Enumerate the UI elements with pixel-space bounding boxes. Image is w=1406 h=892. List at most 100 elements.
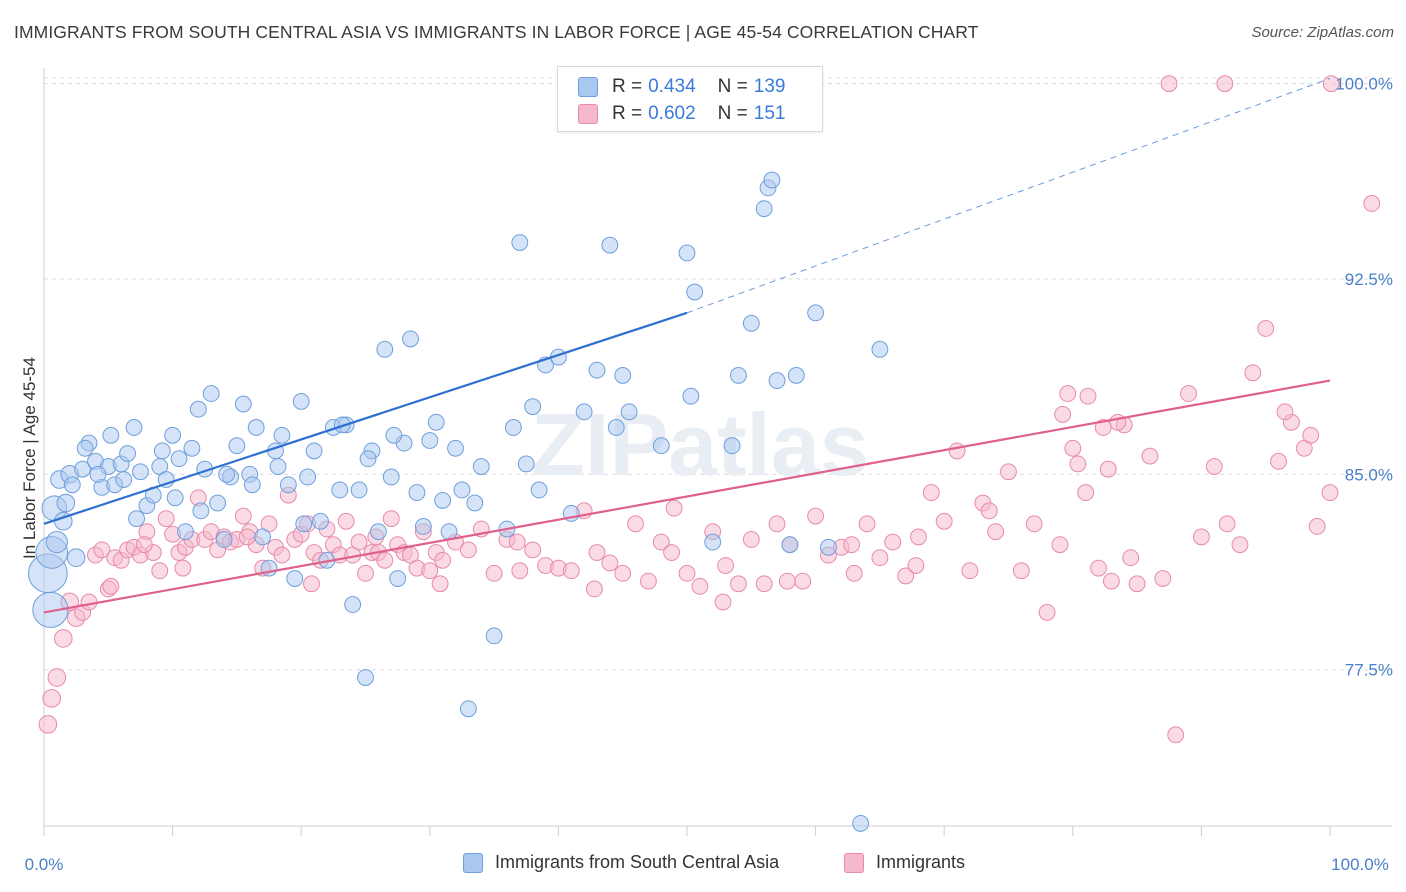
immigrants-point <box>562 562 580 580</box>
pink-trend-line <box>43 379 1331 614</box>
south-central-asia-point <box>128 510 146 528</box>
immigrants-point <box>987 523 1005 541</box>
south-central-asia-point <box>292 392 310 410</box>
south-central-asia-point <box>56 493 76 513</box>
immigrants-point <box>1308 518 1326 535</box>
immigrants-point <box>1270 452 1287 470</box>
chart-source: Source: ZipAtlas.com <box>1251 24 1394 41</box>
south-central-asia-point <box>459 700 477 718</box>
south-central-asia-point <box>132 463 149 481</box>
blue-trend-extension <box>686 77 1331 314</box>
south-central-asia-point <box>421 432 439 449</box>
south-central-asia-point <box>102 426 120 444</box>
south-central-asia-point <box>768 372 786 389</box>
immigrants-point <box>652 533 670 551</box>
immigrants-point <box>38 715 58 734</box>
immigrants-point <box>151 562 169 580</box>
immigrants-point <box>42 689 62 708</box>
immigrants-point <box>303 575 320 593</box>
immigrants-point <box>935 512 953 530</box>
south-central-asia-point <box>189 400 207 418</box>
immigrants-point <box>907 557 925 574</box>
south-central-asia-point <box>427 413 445 431</box>
legend-row-pink: R = 0.602 N = 151 <box>578 102 785 126</box>
y-axis-label: In Labor Force | Age 45-54 <box>20 357 39 559</box>
south-central-asia-point <box>32 591 69 628</box>
immigrants-point <box>382 510 400 528</box>
immigrants-point <box>910 528 927 546</box>
immigrants-point <box>755 575 773 593</box>
south-central-asia-point <box>614 366 632 384</box>
legend-row-blue: R = 0.434 N = 139 <box>578 75 785 99</box>
south-central-asia-point <box>376 340 394 358</box>
south-central-asia-point <box>218 465 236 483</box>
south-central-asia-point <box>63 476 81 494</box>
immigrants-point <box>1205 458 1223 475</box>
south-central-asia-point <box>601 236 619 254</box>
immigrants-point <box>794 572 812 590</box>
immigrants-point <box>742 531 760 548</box>
legend-swatch-pink <box>578 104 598 124</box>
immigrants-point <box>1109 413 1127 431</box>
immigrants-point <box>627 515 644 533</box>
x-tick-label: 0.0% <box>25 855 64 874</box>
south-central-asia-point <box>453 481 471 499</box>
legend-item-south-central-asia[interactable]: Immigrants from South Central Asia <box>463 852 779 873</box>
legend-n-value: 151 <box>753 103 786 124</box>
immigrants-point <box>665 499 683 517</box>
immigrants-point <box>434 551 452 569</box>
immigrants-point <box>843 536 861 554</box>
south-central-asia-point <box>234 395 252 413</box>
y-tick-label: 77.5% <box>1345 661 1393 680</box>
south-central-asia-point <box>402 330 419 348</box>
south-central-asia-point <box>243 476 261 494</box>
south-central-asia-point <box>620 403 638 421</box>
south-central-asia-point <box>215 531 233 548</box>
blue-trend-line <box>43 311 688 525</box>
south-central-asia-point <box>119 445 137 462</box>
immigrants-point <box>778 572 796 590</box>
south-central-asia-point <box>66 548 86 568</box>
south-central-asia-point <box>723 437 741 455</box>
south-central-asia-point <box>115 471 133 488</box>
legend-n-label: N = <box>717 76 748 97</box>
immigrants-point <box>1192 528 1210 546</box>
south-central-asia-point <box>820 538 837 556</box>
south-central-asia-point <box>209 494 227 512</box>
immigrants-point <box>871 549 889 567</box>
south-central-asia-point <box>588 361 606 379</box>
south-central-asia-point <box>382 468 400 486</box>
south-central-asia-point <box>312 512 329 530</box>
south-central-asia-point <box>763 171 781 189</box>
immigrants-point <box>1167 726 1185 744</box>
legend-swatch-blue <box>463 852 483 873</box>
stats-legend: R = 0.434 N = 139 R = 0.602 N = 151 <box>557 66 823 132</box>
south-central-asia-point <box>682 387 700 405</box>
immigrants-point <box>273 546 291 564</box>
immigrants-point <box>1102 572 1120 590</box>
south-central-asia-point <box>344 596 362 614</box>
south-central-asia-point <box>369 523 387 541</box>
legend-r-label: R = <box>612 103 643 124</box>
south-central-asia-point <box>575 403 593 421</box>
south-central-asia-point <box>524 398 542 416</box>
immigrants-point <box>1218 515 1236 533</box>
immigrants-point <box>511 562 529 580</box>
legend-item-immigrants[interactable]: Immigrants <box>844 852 965 873</box>
south-central-asia-point <box>286 570 304 587</box>
immigrants-point <box>845 564 863 582</box>
south-central-asia-point <box>652 437 670 455</box>
immigrants-point <box>337 512 355 530</box>
legend-label: Immigrants <box>876 852 966 872</box>
immigrants-point <box>1160 75 1178 93</box>
south-central-asia-point <box>269 458 287 475</box>
south-central-asia-point <box>166 489 184 507</box>
south-central-asia-point <box>74 460 92 478</box>
immigrants-point <box>135 536 153 554</box>
immigrants-point <box>174 559 192 577</box>
immigrants-point <box>485 564 503 582</box>
immigrants-point <box>1099 460 1117 478</box>
y-tick-label: 85.0% <box>1345 465 1393 484</box>
south-central-asia-point <box>183 439 201 457</box>
